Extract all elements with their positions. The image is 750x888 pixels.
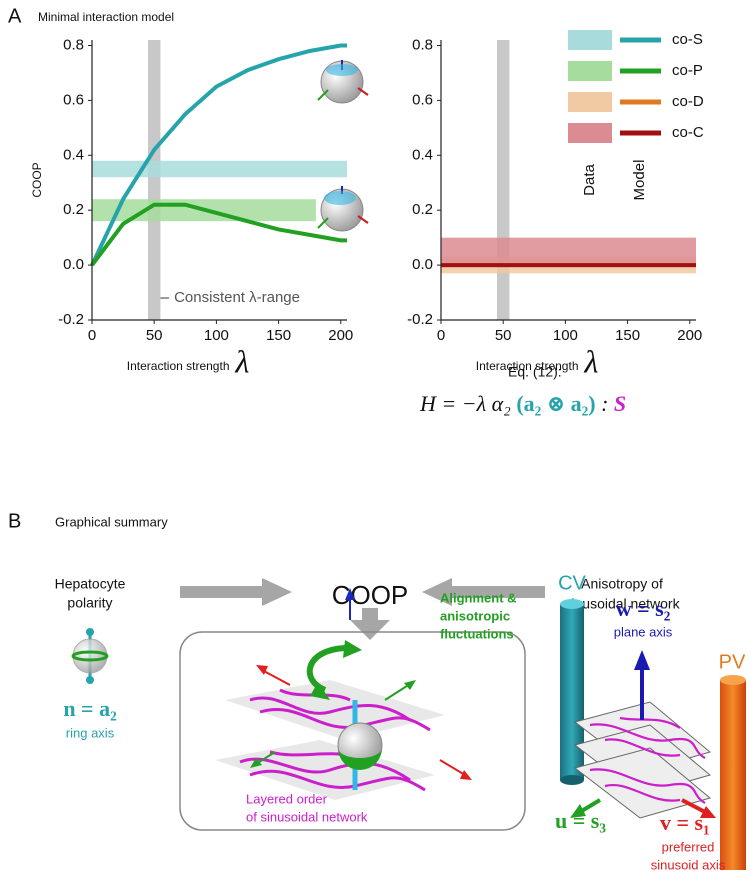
highlight-label: Consistent λ-range [174,289,300,306]
sphere-icon [317,60,369,104]
cv-label: CV [558,572,586,594]
model-line [90,43,347,266]
equation: H = −λ α₂ (a₂ ⊗ a₂) : S [419,391,626,416]
x-tick-label: 0 [437,327,445,344]
n-axis: n = a₂ [63,696,117,721]
pv-label: PV [719,651,746,673]
chart: Minimal interaction model Consistent λ-ra… [30,10,353,379]
n-caption: ring axis [66,725,115,740]
x-tick-label: 200 [677,327,702,344]
legend-swatch-data [568,30,612,50]
flow-arrows [180,578,545,640]
y-tick-label: 0.4 [63,146,84,163]
y-tick-label: 0.0 [412,256,433,273]
center-label: COOP [332,580,409,610]
sphere-icon [317,186,369,232]
panel-label: A [8,5,22,27]
v-caption: preferred [662,839,715,854]
legend-swatch-data [568,92,612,112]
data-band [441,237,696,266]
panel-label: B [8,510,21,532]
legend-swatch-data [568,123,612,143]
layered-label: of sinusoidal network [246,809,368,824]
y-tick-label: 0.6 [412,91,433,108]
chart: -0.2 0.0 0.2 0.4 0.6 0.8 0 50 100 150 200 Interacti… [407,30,704,379]
alignment-label: anisotropic [440,608,510,623]
legend-swatch-data [568,61,612,81]
y-tick-label: -0.2 [407,311,433,328]
left-label: polarity [67,595,112,611]
axis-line [91,40,347,321]
alignment-label: fluctuations [440,626,514,641]
y-tick-label: -0.2 [58,311,84,328]
equation-lhs: H = −λ α₂ [419,391,516,416]
x-axis-symbol: λ [584,343,599,379]
legend-column-label: Model [631,160,648,201]
layered-label: Layered order [246,791,328,806]
right-diagram [560,599,746,870]
equation-tensor: S [614,391,626,416]
summary-box [179,631,526,831]
y-tick-label: 0.0 [63,256,84,273]
x-tick-label: 150 [266,327,291,344]
y-tick-label: 0.6 [63,91,84,108]
equation-term: (a₂ ⊗ a₂) [516,391,595,416]
y-tick-label: 0.2 [63,201,84,218]
data-band [92,160,347,178]
w-axis: w = s₂ [616,596,671,621]
legend-label: co-P [672,62,703,79]
equation-colon: : [596,391,614,416]
v-axis: v = s₁ [660,810,710,835]
y-axis-label: COOP [30,162,44,197]
x-tick-label: 200 [328,327,353,344]
alignment-label: Alignment & [440,590,517,605]
model-line [90,202,347,267]
highlight-band [496,40,510,320]
panel-title: Graphical summary [55,514,168,529]
x-tick-label: 150 [615,327,640,344]
center-diagram [215,588,472,800]
legend-label: co-C [672,124,704,141]
y-tick-label: 0.4 [412,146,433,163]
x-tick-label: 0 [88,327,96,344]
x-tick-label: 100 [204,327,229,344]
x-tick-label: 100 [553,327,578,344]
x-axis-label: Interaction strength [127,359,230,373]
y-tick-label: 0.8 [412,36,433,53]
equation-ref: Eq. (12): [508,364,562,380]
right-label: Anisotropy of [581,576,663,592]
y-tick-label: 0.2 [412,201,433,218]
axis-line [440,40,696,321]
y-tick-label: 0.8 [63,36,84,53]
legend-label: co-S [672,31,703,48]
legend-label: co-D [672,93,704,110]
legend-column-label: Data [581,164,598,196]
v-caption: sinusoid axis [651,857,726,872]
x-axis-label: Interaction strength [476,359,579,373]
chart-title: Minimal interaction model [38,10,174,24]
left-label: Hepatocyte [55,576,126,592]
w-caption: plane axis [614,624,673,639]
x-tick-label: 50 [146,327,163,344]
highlight-band [147,40,161,320]
x-tick-label: 50 [495,327,512,344]
u-axis: u = s₃ [555,808,606,833]
ring-icon [71,628,109,684]
right-label: sinusoidal network [564,596,680,612]
x-axis-symbol: λ [235,343,250,379]
